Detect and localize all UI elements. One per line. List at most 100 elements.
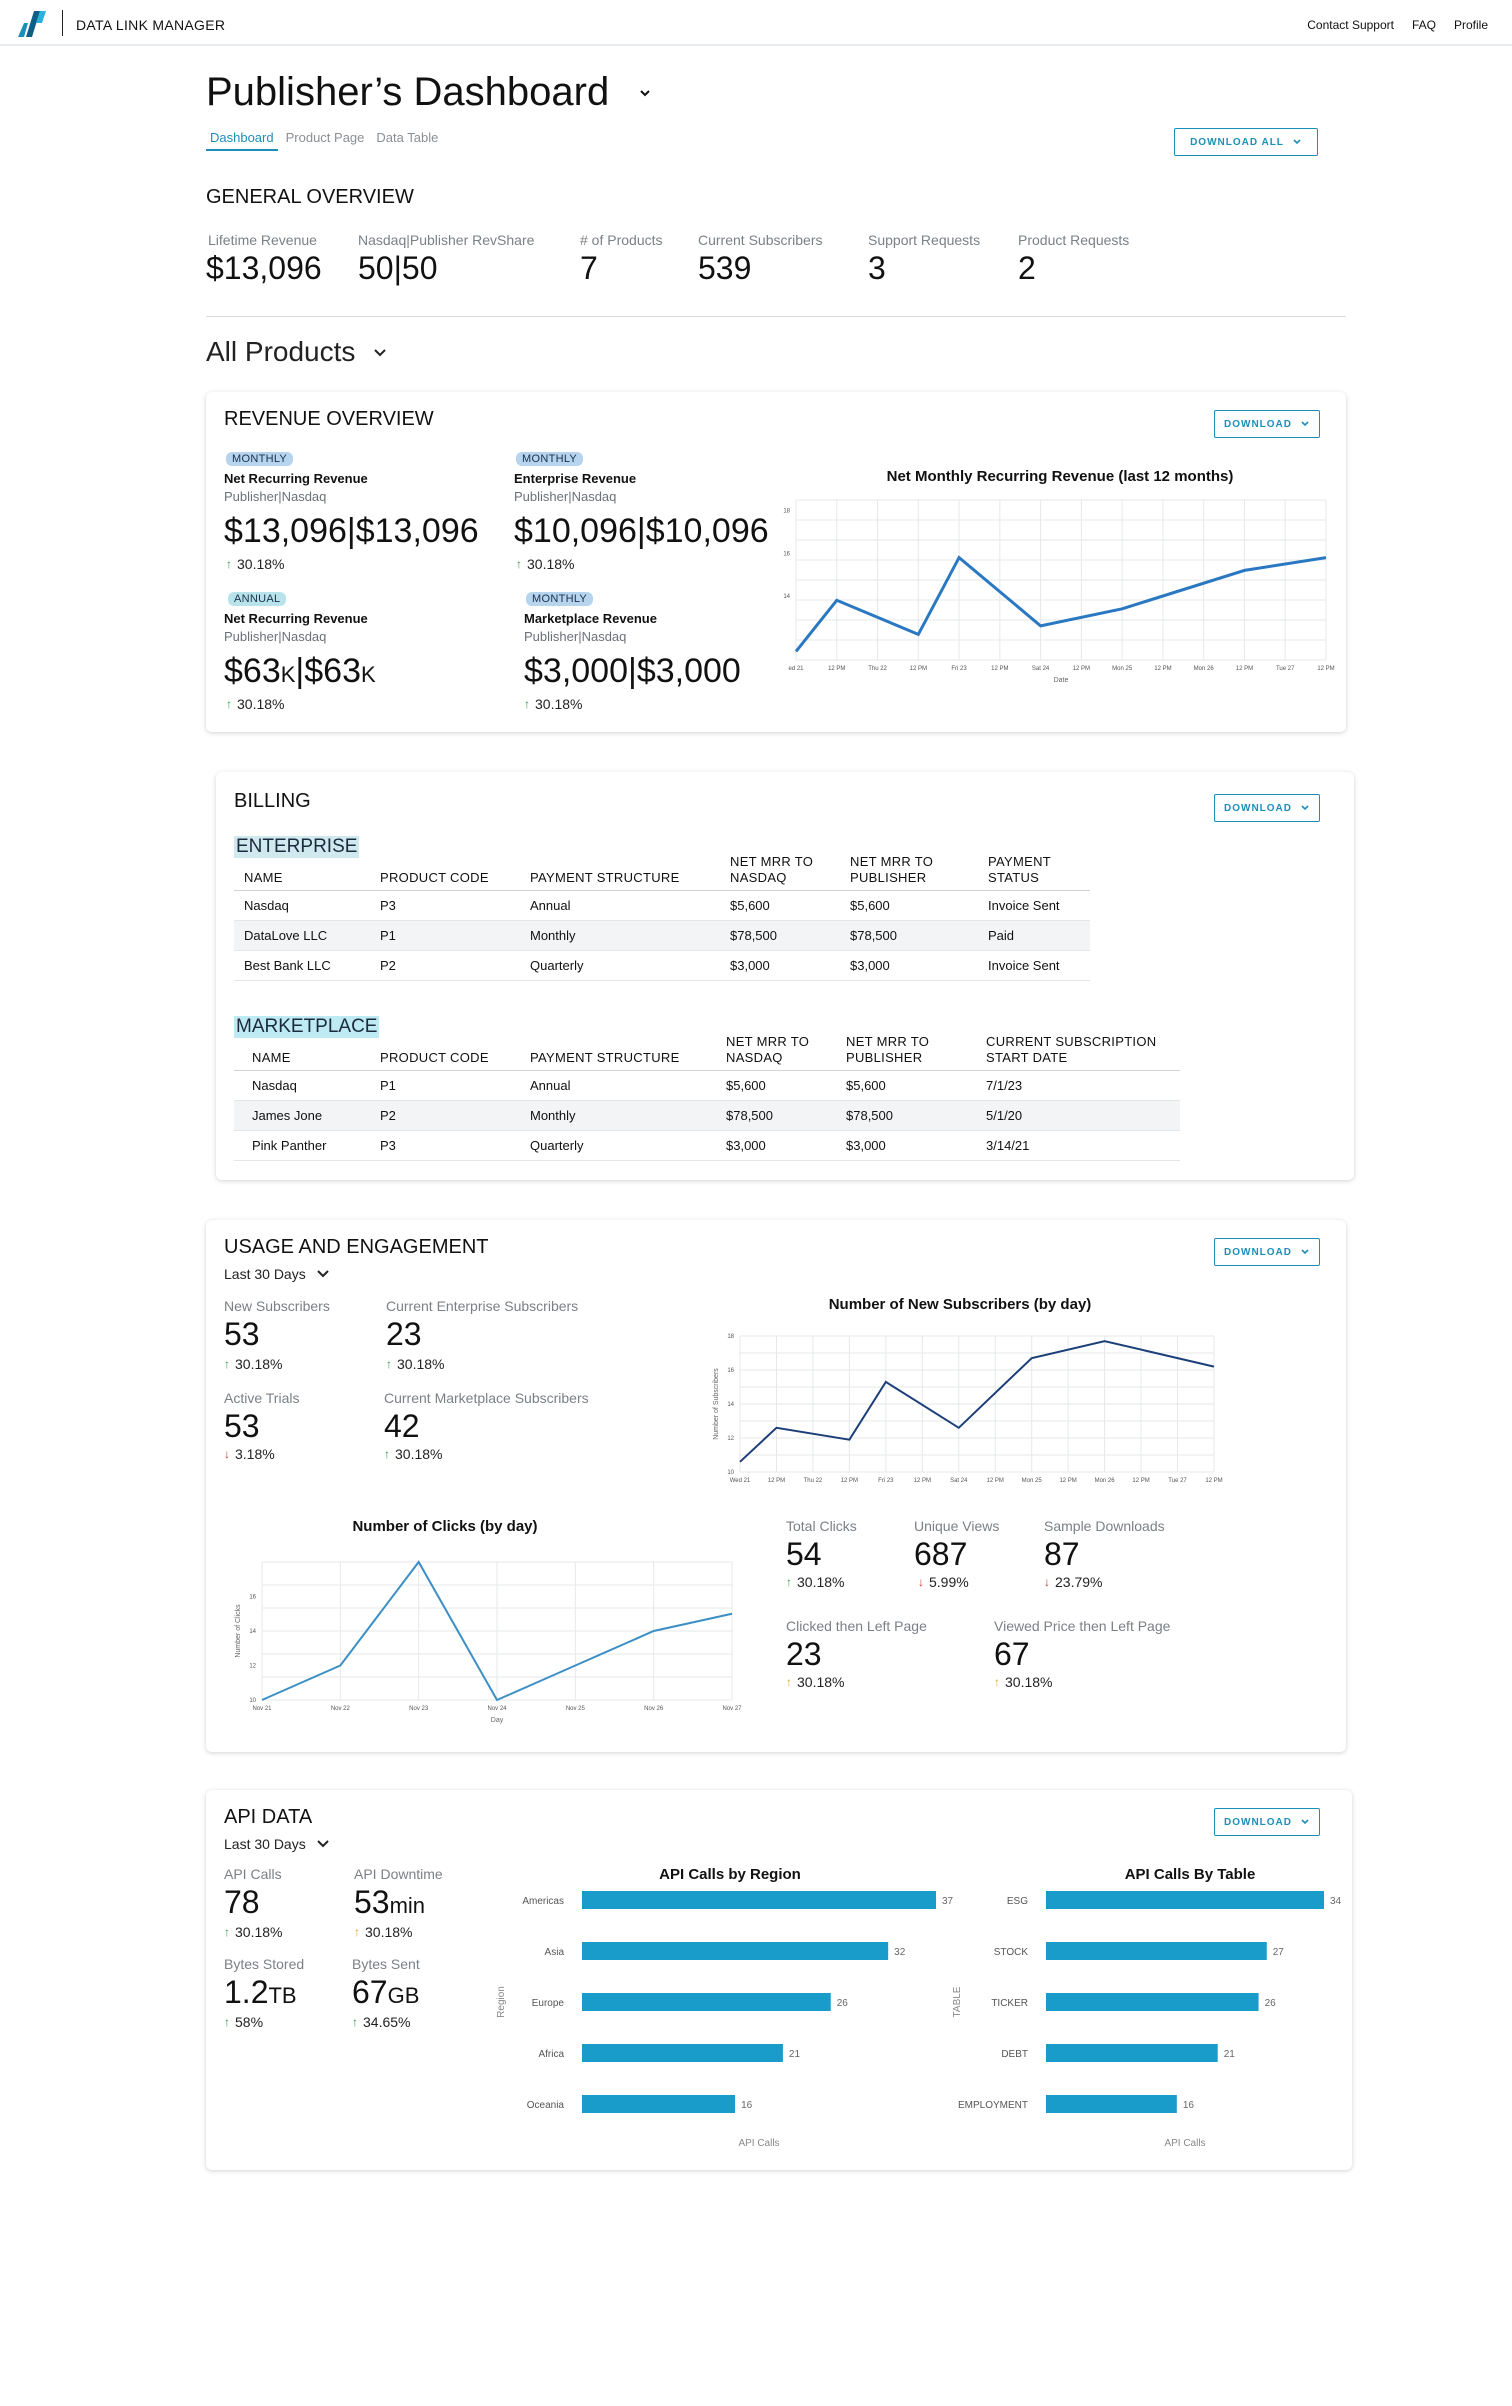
enterprise-table: NAME PRODUCT CODE PAYMENT STRUCTURE NET … — [234, 854, 1090, 981]
page-tabs: Dashboard Product Page Data Table — [206, 128, 442, 151]
x-axis-label: API Calls — [1164, 2138, 1205, 2149]
column-header[interactable]: NAME — [234, 854, 370, 891]
tab-dashboard[interactable]: Dashboard — [206, 128, 278, 151]
chevron-down-icon — [317, 1270, 329, 1278]
column-header[interactable]: PRODUCT CODE — [370, 854, 520, 891]
chart-title-new-subscribers: Number of New Subscribers (by day) — [828, 1296, 1092, 1313]
bar — [582, 2095, 736, 2113]
nasdaq-logo-icon[interactable] — [14, 9, 50, 39]
bar-value-label: 16 — [1183, 2100, 1195, 2111]
bar-category-label: EMPLOYMENT — [958, 2100, 1028, 2111]
trend-value: 34.65% — [363, 2014, 411, 2030]
usage-heading: USAGE AND ENGAGEMENT — [224, 1236, 489, 1258]
column-header[interactable]: PRODUCT CODE — [370, 1034, 520, 1071]
kpi-value: 23 — [386, 1316, 422, 1352]
trend-value: 30.18% — [1005, 1674, 1053, 1690]
x-tick-label: 12 PM — [1132, 1478, 1149, 1484]
x-axis-label: Date — [1054, 677, 1069, 684]
usage-range-select[interactable]: Last 30 Days — [224, 1266, 330, 1282]
table-cell: $78,500 — [716, 1100, 836, 1131]
top-links: Contact Support FAQ Profile — [1307, 18, 1488, 32]
y-tick-label: 14 — [783, 594, 790, 600]
y-axis-label: Region — [496, 1986, 507, 2018]
contact-support-link[interactable]: Contact Support — [1307, 18, 1394, 32]
bar-category-label: ESG — [1007, 1896, 1028, 1907]
kpi-label: Clicked then Left Page — [786, 1618, 927, 1634]
value: 1.2 — [224, 1974, 269, 2010]
kpi-trend: ↑ 58% — [224, 2014, 263, 2030]
table-header-row: NAME PRODUCT CODE PAYMENT STRUCTURE NET … — [234, 1034, 1180, 1071]
y-axis-label: Number of Subscribers — [713, 1368, 720, 1440]
tab-product-page[interactable]: Product Page — [285, 130, 365, 145]
kpi-label: Total Clicks — [786, 1518, 857, 1534]
download-all-button[interactable]: DOWNLOAD ALL — [1174, 128, 1318, 156]
column-header[interactable]: PAYMENT STRUCTURE — [520, 854, 720, 891]
billing-download-button[interactable]: DOWNLOAD — [1214, 794, 1320, 822]
usage-download-button[interactable]: DOWNLOAD — [1214, 1238, 1320, 1266]
kpi-value: 687 — [914, 1536, 968, 1572]
dashboard-switch-chevron-down-icon[interactable] — [638, 86, 652, 100]
bar-value-label: 32 — [894, 1947, 906, 1958]
value: 78 — [224, 1884, 260, 1920]
api-download-button[interactable]: DOWNLOAD — [1214, 1808, 1320, 1836]
arrow-up-icon: ↑ — [384, 1447, 390, 1461]
table-row[interactable]: DataLove LLC P1 Monthly $78,500 $78,500 Paid — [234, 920, 1090, 951]
column-header[interactable]: NET MRR TO PUBLISHER — [840, 854, 978, 891]
profile-link[interactable]: Profile — [1453, 18, 1488, 32]
table-row[interactable]: James Jone P2 Monthly $78,500 $78,500 5/1/20 — [234, 1100, 1180, 1131]
table-cell: $78,500 — [840, 920, 978, 951]
series-line — [794, 555, 1327, 653]
column-header[interactable]: CURRENT SUBSCRIPTION START DATE — [976, 1034, 1180, 1071]
table-row[interactable]: Best Bank LLC P2 Quarterly $3,000 $3,000 Invo… — [234, 950, 1090, 981]
table-row[interactable]: Nasdaq P1 Annual $5,600 $5,600 7/1/23 — [234, 1070, 1180, 1101]
table-row[interactable]: Pink Panther P3 Quarterly $3,000 $3,000 3/14/… — [234, 1130, 1180, 1161]
chart-title-api-region: API Calls by Region — [659, 1866, 801, 1883]
y-tick-label: 12 — [249, 1664, 256, 1670]
revenue-item-value: $10,096|$10,096 — [514, 512, 769, 550]
table-row[interactable]: Nasdaq P3 Annual $5,600 $5,600 Invoice Sent — [234, 890, 1090, 921]
table-cell: $78,500 — [836, 1100, 976, 1131]
kpi-value: 54 — [786, 1536, 822, 1572]
column-header[interactable]: NET MRR TO NASDAQ — [720, 854, 840, 891]
x-tick-label: Thu 22 — [868, 666, 887, 672]
api-range-select[interactable]: Last 30 Days — [224, 1836, 330, 1852]
product-filter[interactable]: All Products — [206, 336, 356, 367]
value: 67 — [352, 1974, 388, 2010]
product-filter-chevron-down-icon[interactable] — [372, 344, 388, 360]
table-cell: Quarterly — [520, 1130, 716, 1161]
x-tick-label: 12 PM — [841, 1478, 858, 1484]
table-cell: $5,600 — [716, 1070, 836, 1101]
trend-value: 30.18% — [527, 556, 575, 572]
column-header[interactable]: NAME — [234, 1034, 370, 1071]
table-cell: Monthly — [520, 920, 720, 951]
table-cell: Invoice Sent — [978, 890, 1090, 921]
bar — [1046, 1993, 1259, 2011]
column-header[interactable]: NET MRR TO NASDAQ — [716, 1034, 836, 1071]
x-tick-label: 12 PM — [910, 666, 927, 672]
column-header[interactable]: PAYMENT STRUCTURE — [520, 1034, 716, 1071]
x-tick-label: 12 PM — [1317, 666, 1334, 672]
revenue-download-button[interactable]: DOWNLOAD — [1214, 410, 1320, 438]
revenue-item-sub: Publisher|Nasdaq — [514, 489, 617, 504]
trend-value: 23.79% — [1055, 1574, 1103, 1590]
download-label: DOWNLOAD — [1224, 1816, 1292, 1828]
trend-value: 30.18% — [237, 556, 285, 572]
arrow-down-icon: ↓ — [224, 1447, 230, 1461]
page-title: Publisher’s Dashboard — [206, 70, 610, 114]
table-cell: 5/1/20 — [976, 1100, 1180, 1131]
faq-link[interactable]: FAQ — [1411, 18, 1436, 32]
column-header[interactable]: PAYMENT STATUS — [978, 854, 1090, 891]
kpi-trend: ↓ 3.18% — [224, 1446, 275, 1462]
table-cell: Pink Panther — [234, 1130, 370, 1161]
bar-category-label: TICKER — [991, 1998, 1028, 2009]
x-tick-label: Fri 23 — [878, 1478, 894, 1484]
x-tick-label: Sat 24 — [950, 1478, 968, 1484]
x-tick-label: Nov 25 — [566, 1706, 586, 1712]
table-cell: $3,000 — [836, 1130, 976, 1161]
kpi-label: Unique Views — [914, 1518, 1000, 1534]
tab-data-table[interactable]: Data Table — [376, 130, 439, 145]
unit: min — [389, 1893, 426, 1918]
chart-title-revenue: Net Monthly Recurring Revenue (last 12 m… — [886, 468, 1234, 485]
column-header[interactable]: NET MRR TO PUBLISHER — [836, 1034, 976, 1071]
kpi-label-products: # of Products — [580, 232, 663, 248]
